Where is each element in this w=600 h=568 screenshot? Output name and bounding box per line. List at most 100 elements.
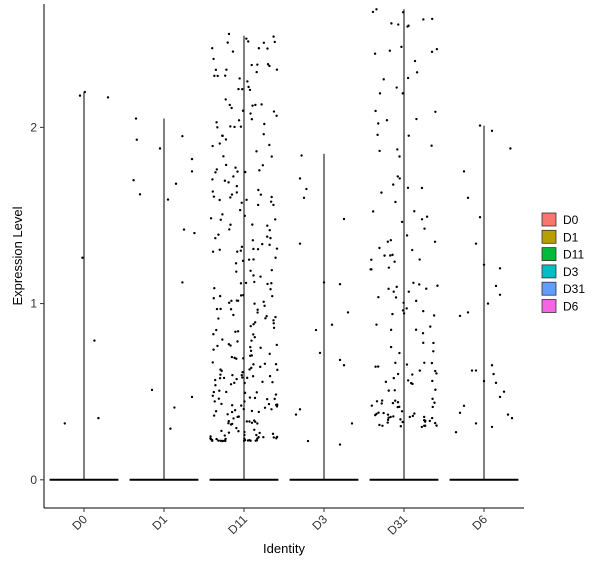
data-point [190, 170, 194, 173]
axes: 0 1 2 D0 D1 D11 D3 D31 D6 [30, 4, 524, 538]
data-point [232, 175, 235, 178]
data-point [237, 430, 240, 433]
data-point [243, 437, 246, 440]
data-point [224, 163, 228, 167]
data-point [394, 361, 397, 365]
data-point [250, 339, 253, 342]
data-point [346, 311, 350, 314]
data-point [260, 103, 263, 106]
x-tick-label: D11 [225, 512, 250, 537]
data-point [252, 258, 255, 261]
data-point [245, 420, 249, 423]
data-point [249, 324, 252, 328]
data-point [245, 376, 249, 380]
data-point [234, 262, 238, 265]
data-point [322, 281, 326, 284]
data-point [415, 71, 419, 74]
data-point [259, 365, 262, 369]
legend-label-D0: D0 [563, 213, 579, 227]
data-point [490, 129, 494, 133]
data-point [407, 134, 410, 137]
data-point [272, 35, 275, 38]
data-point [213, 287, 216, 290]
data-point [83, 90, 87, 94]
data-point [234, 166, 237, 169]
data-point [388, 49, 392, 52]
data-point [229, 423, 233, 426]
y-axis-title: Expression Level [10, 206, 25, 305]
data-point [243, 433, 246, 437]
data-point [264, 317, 267, 320]
data-point [411, 373, 414, 376]
data-point [261, 242, 264, 246]
data-point [423, 424, 426, 428]
data-point [436, 284, 439, 287]
data-point [396, 148, 399, 151]
data-point [220, 429, 223, 433]
data-point [215, 121, 218, 124]
data-point [389, 254, 392, 257]
data-point [256, 247, 260, 251]
data-point [259, 275, 262, 278]
data-point [270, 282, 273, 285]
data-point [250, 63, 253, 67]
data-point [230, 404, 234, 407]
data-point [238, 208, 242, 212]
data-point [216, 126, 219, 129]
data-point [399, 425, 403, 428]
data-point [258, 169, 261, 172]
data-point [424, 419, 427, 422]
data-point [373, 52, 377, 55]
data-point [393, 389, 396, 392]
data-point [212, 297, 215, 300]
data-point [506, 413, 510, 416]
data-point [253, 396, 257, 400]
data-point [414, 299, 418, 303]
data-point [269, 200, 273, 203]
data-point [244, 170, 247, 174]
data-point [223, 179, 227, 182]
data-point [338, 358, 342, 362]
data-point [420, 218, 424, 221]
data-point [378, 92, 382, 95]
data-point [474, 242, 478, 245]
data-point [81, 256, 84, 259]
data-point [398, 155, 401, 158]
data-point [261, 380, 264, 384]
data-point [235, 357, 238, 360]
data-point [433, 401, 436, 404]
data-point [234, 330, 237, 334]
data-point [423, 227, 426, 230]
data-point [241, 109, 245, 112]
data-point [240, 404, 243, 407]
data-point [256, 437, 259, 440]
data-point [213, 400, 216, 403]
data-point [422, 341, 425, 345]
data-point [429, 325, 432, 328]
data-point [211, 250, 215, 253]
data-point [255, 150, 258, 153]
data-point [413, 210, 416, 213]
data-point [259, 346, 262, 350]
data-point [342, 364, 346, 367]
data-point [266, 235, 269, 238]
data-point [265, 397, 269, 401]
data-point [259, 193, 263, 196]
data-point [173, 406, 176, 409]
data-point [211, 178, 214, 181]
data-point [431, 405, 434, 409]
data-point [262, 133, 265, 136]
violin-group-D11 [209, 32, 279, 481]
data-point [394, 296, 398, 299]
data-point [428, 419, 432, 423]
data-point [377, 122, 380, 125]
data-point [430, 361, 434, 365]
data-point [272, 110, 276, 113]
data-point [274, 393, 278, 396]
data-point [458, 314, 462, 318]
data-point [253, 335, 256, 339]
data-point [225, 68, 228, 71]
data-point [174, 182, 178, 185]
data-point [229, 383, 233, 386]
data-point [434, 369, 437, 373]
